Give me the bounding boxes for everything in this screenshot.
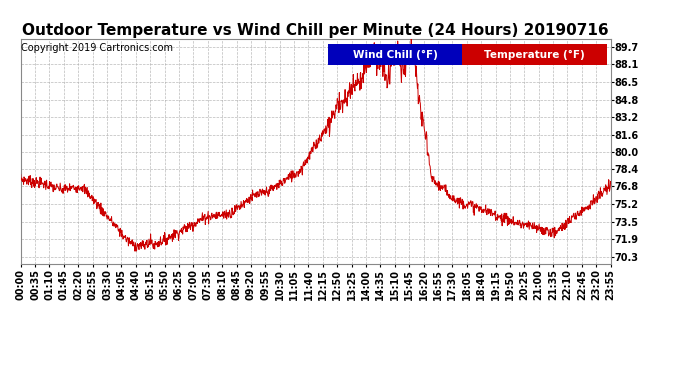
Text: Copyright 2019 Cartronics.com: Copyright 2019 Cartronics.com [21,43,172,53]
Text: Temperature (°F): Temperature (°F) [484,50,585,60]
Title: Outdoor Temperature vs Wind Chill per Minute (24 Hours) 20190716: Outdoor Temperature vs Wind Chill per Mi… [22,23,609,38]
Text: Wind Chill (°F): Wind Chill (°F) [353,50,437,60]
